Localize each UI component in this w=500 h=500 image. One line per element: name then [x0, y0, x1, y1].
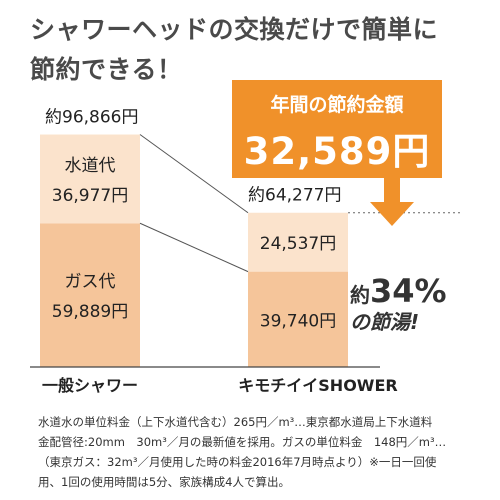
- category-label: キモチイイSHOWER: [238, 376, 397, 395]
- footnote-line: 水道水の単位料金（上下水道代含む）265円／m³…東京都水道局上下水道料: [38, 415, 433, 429]
- total-label: 約64,277円: [248, 186, 341, 206]
- data-label: 24,537円: [260, 234, 336, 254]
- headline-line-1: シャワーヘッドの交換だけで簡単に: [30, 15, 439, 44]
- callout-amount: 32,589円: [243, 130, 431, 173]
- bar-segment: [248, 271, 348, 367]
- series-label: ガス代: [65, 272, 116, 292]
- footnote-line: 金配管径:20mm 30m³／月の最新値を採用。ガスの単位料金 148円／m³…: [38, 435, 447, 449]
- savings-callout: 年間の節約金額 32,589円: [232, 80, 442, 178]
- series-label: 水道代: [65, 156, 116, 176]
- bar-segment: [248, 212, 348, 272]
- data-label: 36,977円: [52, 186, 128, 206]
- savings-percent: 34%: [370, 272, 447, 310]
- callout-label: 年間の節約金額: [270, 94, 404, 116]
- footnote-line: 用、1回の使用時間は5分、家族構成4人で算出。: [38, 475, 290, 489]
- headline: シャワーヘッドの交換だけで簡単に 節約できる！: [30, 10, 490, 90]
- connector-line: [139, 134, 249, 214]
- connector-line: [139, 222, 249, 273]
- down-arrow-icon: [370, 178, 414, 226]
- bar-segment: [40, 134, 140, 224]
- footnote-line: （東京ガス：32m³／月使用した時の料金2016年7月時点より）※一日一回使: [38, 455, 437, 469]
- data-label: 59,889円: [52, 302, 128, 322]
- savings-badge: 約34% の節湯!: [350, 272, 470, 335]
- savings-suffix: の節湯!: [350, 310, 420, 334]
- bar-segment: [40, 223, 140, 367]
- total-label: 約96,866円: [45, 108, 138, 128]
- headline-line-2: 節約できる！: [30, 55, 183, 84]
- data-label: 39,740円: [260, 311, 336, 331]
- savings-prefix: 約: [350, 283, 370, 307]
- category-label: 一般シャワー: [42, 376, 138, 395]
- footnote: 水道水の単位料金（上下水道代含む）265円／m³…東京都水道局上下水道料 金配管…: [38, 412, 478, 492]
